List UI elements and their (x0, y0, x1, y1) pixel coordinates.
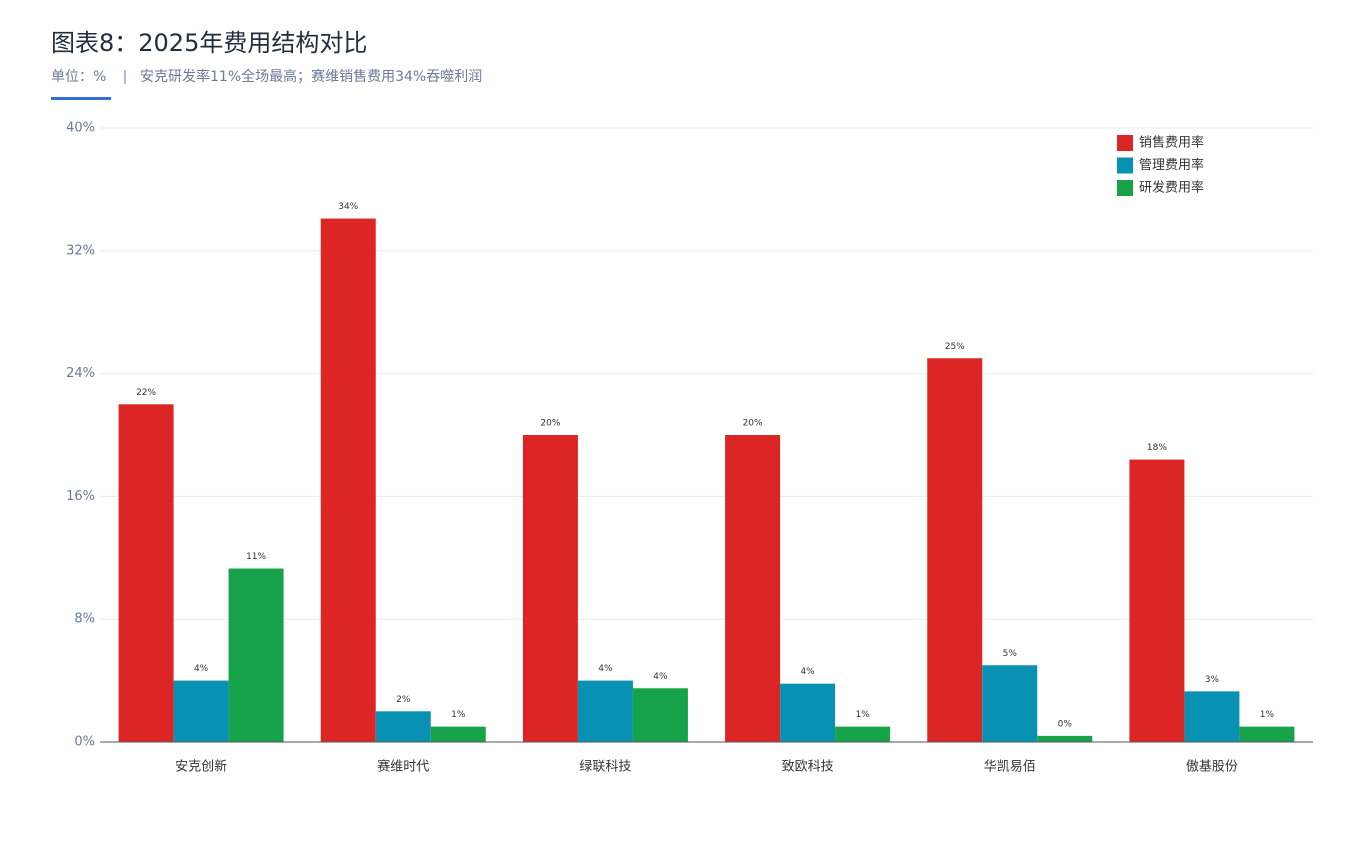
value-label: 4% (194, 664, 209, 674)
y-tick-label: 8% (74, 612, 95, 627)
chart-subtitle: 安克研发率11%全场最高；赛维销售费用34%吞噬利润 (140, 68, 482, 85)
value-label: 4% (800, 667, 815, 677)
bar (375, 711, 431, 742)
y-tick-label: 16% (66, 489, 95, 504)
y-tick-label: 32% (66, 243, 95, 258)
x-tick-label: 致欧科技 (782, 760, 834, 775)
bar (320, 218, 376, 742)
value-label: 2% (396, 695, 411, 705)
value-label: 4% (598, 664, 613, 674)
bar (835, 726, 891, 742)
value-label: 20% (743, 419, 763, 429)
bar (228, 568, 284, 742)
x-tick-label: 傲基股份 (1186, 760, 1238, 775)
value-label: 1% (451, 710, 466, 720)
y-tick-label: 40% (66, 121, 95, 136)
legend-label: 研发费用率 (1139, 180, 1204, 196)
value-label: 0% (1058, 719, 1073, 729)
value-label: 22% (136, 388, 156, 398)
legend-swatch (1117, 157, 1133, 174)
bar (1239, 726, 1295, 742)
bar (982, 665, 1038, 742)
value-label: 34% (338, 202, 358, 212)
value-label: 3% (1205, 675, 1220, 685)
bar (632, 688, 688, 742)
legend-swatch (1117, 180, 1133, 196)
title-accent (51, 97, 111, 100)
bar (1129, 459, 1185, 742)
chart-title: 图表8：2025年费用结构对比 (51, 29, 367, 57)
bar (430, 726, 486, 742)
bar (927, 358, 983, 742)
bar (725, 435, 781, 742)
bar (1037, 735, 1093, 742)
legend-label: 销售费用率 (1139, 135, 1204, 151)
bar (522, 435, 578, 742)
y-tick-label: 24% (66, 366, 95, 381)
value-label: 18% (1147, 443, 1167, 453)
value-label: 1% (855, 710, 870, 720)
value-label: 5% (1003, 649, 1018, 659)
x-tick-label: 赛维时代 (377, 759, 429, 775)
bar (118, 404, 174, 742)
unit-label: 单位：% (51, 69, 106, 85)
value-label: 25% (945, 342, 965, 352)
bar (577, 680, 633, 742)
x-tick-label: 绿联科技 (579, 760, 631, 775)
bar (780, 683, 836, 742)
bar (1184, 691, 1240, 742)
bar (173, 680, 229, 742)
legend-swatch (1117, 135, 1133, 151)
legend-label: 管理费用率 (1139, 157, 1204, 173)
value-label: 1% (1260, 710, 1275, 720)
value-label: 4% (653, 672, 668, 682)
x-tick-label: 华凯易佰 (984, 760, 1036, 775)
value-label: 20% (540, 419, 560, 429)
x-tick-label: 安克创新 (175, 759, 227, 775)
value-label: 11% (246, 552, 266, 562)
y-tick-label: 0% (74, 735, 95, 750)
